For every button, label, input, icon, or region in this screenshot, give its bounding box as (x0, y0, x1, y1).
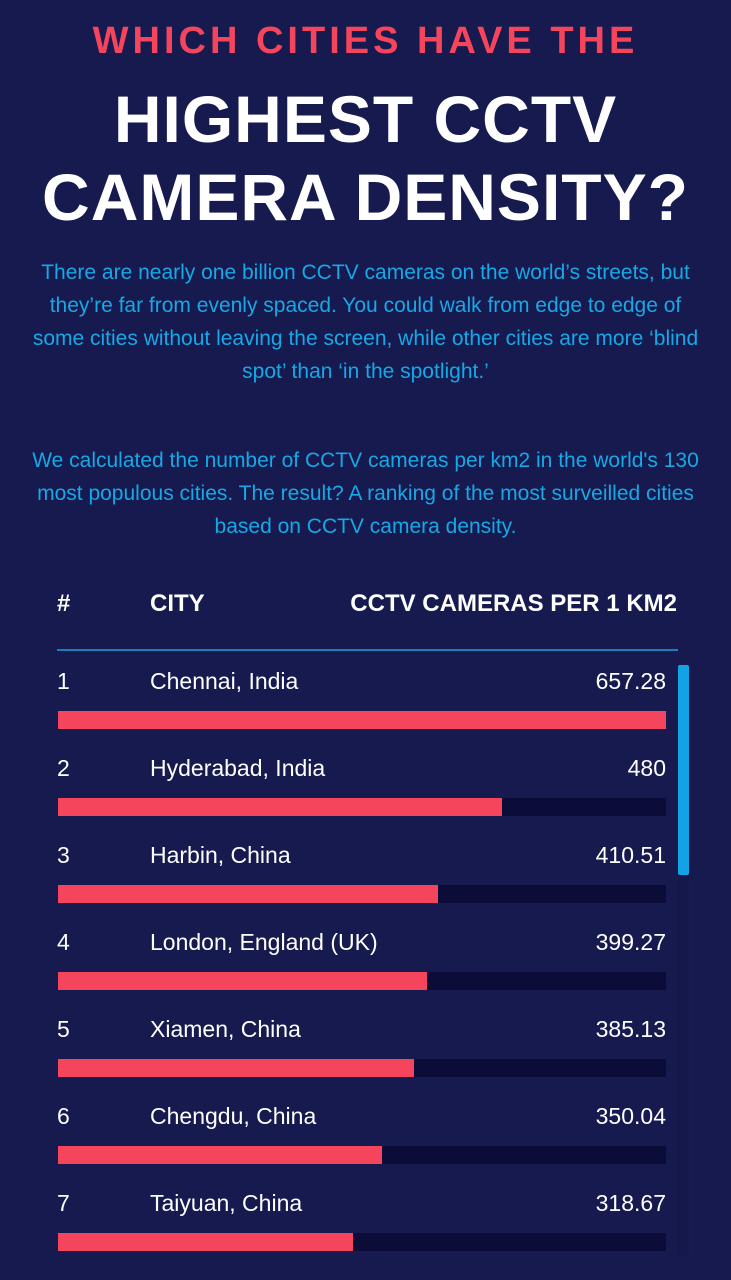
bar (58, 1059, 414, 1077)
value-label: 657.28 (595, 668, 666, 694)
table-row: 5 Xiamen, China 385.13 (0, 1016, 731, 1103)
city-label: Chennai, India (150, 668, 299, 694)
table-row: 7 Taiyuan, China 318.67 (0, 1190, 731, 1277)
city-label: Taiyuan, China (150, 1190, 303, 1216)
rank-label: 3 (57, 842, 70, 868)
rank-label: 4 (57, 929, 70, 955)
bar-track (58, 1146, 666, 1164)
page-title: HIGHEST CCTV CAMERA DENSITY? (0, 80, 731, 236)
bar (58, 1233, 353, 1251)
value-label: 318.67 (595, 1190, 666, 1216)
table-row: 3 Harbin, China 410.51 (0, 842, 731, 929)
bar-track (58, 1059, 666, 1077)
city-label: Hyderabad, India (150, 755, 326, 781)
table-row: 2 Hyderabad, India 480 (0, 755, 731, 842)
city-label: Xiamen, China (150, 1016, 301, 1042)
header-divider (57, 649, 678, 651)
bar (58, 1146, 382, 1164)
rank-label: 7 (57, 1190, 70, 1216)
page-title-line-1: HIGHEST CCTV (113, 82, 618, 156)
bar (58, 885, 438, 903)
value-label: 399.27 (595, 929, 666, 955)
city-label: Harbin, China (150, 842, 291, 868)
bar (58, 972, 427, 990)
value-label: 385.13 (595, 1016, 666, 1042)
scrollbar[interactable] (678, 665, 689, 1257)
bar-track (58, 1233, 666, 1251)
scrollbar-thumb[interactable] (678, 665, 689, 875)
city-label: Chengdu, China (150, 1103, 317, 1129)
table-row: 6 Chengdu, China 350.04 (0, 1103, 731, 1190)
intro-paragraph-2: We calculated the number of CCTV cameras… (32, 449, 699, 538)
column-header-rank: # (57, 590, 71, 617)
rank-label: 1 (57, 668, 70, 694)
bar (58, 711, 666, 729)
intro-paragraph-1: There are nearly one billion CCTV camera… (32, 261, 699, 383)
bar-track (58, 972, 666, 990)
value-label: 410.51 (595, 842, 666, 868)
city-label: London, England (UK) (150, 929, 378, 955)
column-header-value: CCTV CAMERAS PER 1 KM2 (350, 590, 677, 617)
column-header-city: CITY (150, 590, 205, 617)
bar (58, 798, 502, 816)
rank-label: 5 (57, 1016, 70, 1042)
value-label: 350.04 (595, 1103, 666, 1129)
value-label: 480 (627, 755, 666, 781)
page-title-line-2: CAMERA DENSITY? (42, 160, 689, 234)
rank-label: 2 (57, 755, 70, 781)
bar-track (58, 798, 666, 816)
bar-track (58, 885, 666, 903)
table-row: 1 Chennai, India 657.28 (0, 668, 731, 755)
rank-label: 6 (57, 1103, 70, 1129)
table-row: 4 London, England (UK) 399.27 (0, 929, 731, 1016)
bar-track (58, 711, 666, 729)
kicker-heading: WHICH CITIES HAVE THE (92, 20, 639, 62)
